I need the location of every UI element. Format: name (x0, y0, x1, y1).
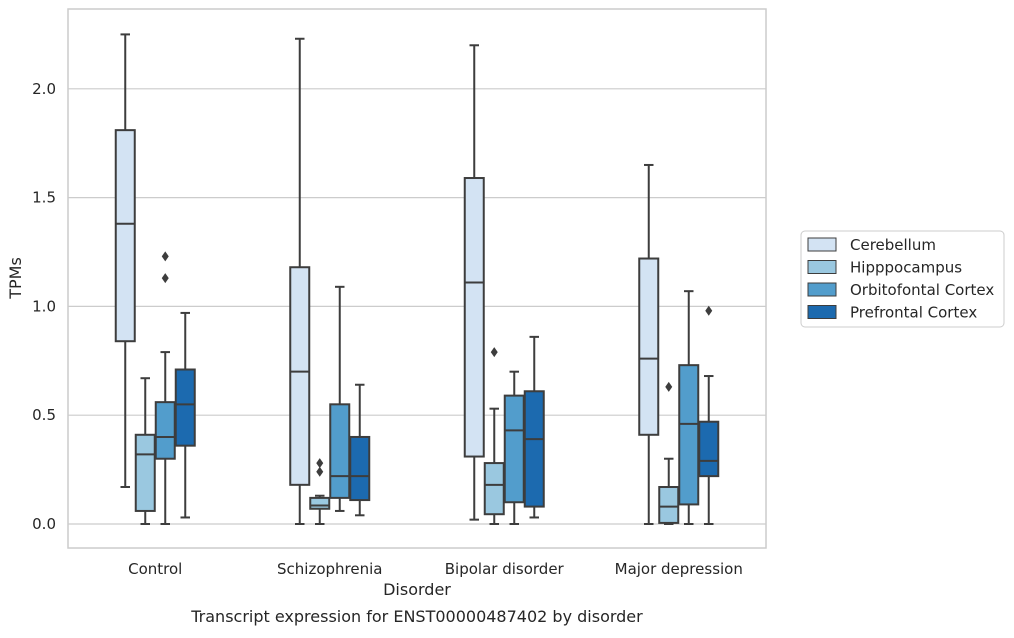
box-body (483, 462, 505, 516)
box-body (329, 403, 351, 499)
y-tick-label: 2.0 (32, 80, 56, 98)
box-3-0 (174, 311, 196, 519)
box-body (523, 390, 545, 508)
box-body (349, 435, 371, 502)
legend-swatch (807, 305, 837, 319)
box-body (678, 364, 700, 506)
outlier-point (705, 305, 713, 316)
legend-frame (800, 230, 1005, 328)
legend-swatch (807, 237, 837, 252)
legend-label: Cerebellum (850, 236, 936, 254)
y-tick-label: 1.5 (32, 189, 56, 207)
box-body (638, 257, 660, 436)
legend-swatch (807, 282, 837, 297)
box-body (698, 420, 720, 478)
box-body (463, 177, 485, 458)
box-0-3 (638, 163, 660, 525)
legend-label: Hipppocampus (850, 259, 962, 277)
outlier-point (316, 466, 324, 477)
x-tick-labels: Control Schizophrenia Bipolar disorder Majo… (128, 560, 743, 578)
x-tick-label: Major depression (615, 560, 743, 578)
box-body (289, 266, 311, 486)
box-body (658, 486, 680, 524)
box-0-1 (289, 37, 311, 525)
box-body (503, 394, 525, 504)
figure-caption: Transcript expression for ENST0000048740… (190, 607, 643, 626)
plot-area-frame (67, 8, 767, 549)
box-1-2 (483, 347, 505, 525)
box-body (174, 368, 196, 447)
y-tick-label: 1.0 (32, 297, 56, 315)
legend-label: Orbitofontal Cortex (850, 281, 994, 299)
box-1-0 (134, 377, 156, 525)
box-3-1 (349, 383, 371, 517)
x-tick-label: Control (128, 560, 182, 578)
x-axis-label: Disorder (383, 580, 451, 599)
legend-label: Prefrontal Cortex (850, 304, 977, 322)
y-tick-labels: 0.0 0.5 1.0 1.5 2.0 (32, 80, 56, 533)
box-3-3 (698, 305, 720, 525)
box-2-0 (154, 251, 176, 525)
outlier-point (665, 381, 673, 392)
y-tick-label: 0.5 (32, 406, 56, 424)
legend-swatch (807, 260, 837, 274)
legend: Cerebellum Hipppocampus Orbitofontal Corte… (800, 230, 1005, 328)
outlier-point (316, 458, 324, 469)
outlier-point (161, 251, 169, 262)
box-0-2 (463, 44, 485, 521)
y-tick-label: 0.0 (32, 515, 56, 533)
box-body (114, 129, 136, 343)
box-2-1 (329, 285, 351, 512)
outlier-point (490, 347, 498, 358)
box-1-3 (658, 381, 680, 525)
outlier-point (161, 273, 169, 284)
box-3-2 (523, 335, 545, 519)
y-axis-label: TPMs (6, 257, 25, 300)
x-tick-label: Schizophrenia (277, 560, 382, 578)
box-body (309, 496, 331, 510)
box-body (134, 433, 156, 512)
box-body (154, 401, 176, 460)
x-tick-label: Bipolar disorder (445, 560, 565, 578)
box-series (114, 33, 720, 525)
box-2-3 (678, 290, 700, 525)
box-0-0 (114, 33, 136, 489)
box-1-1 (309, 458, 331, 525)
